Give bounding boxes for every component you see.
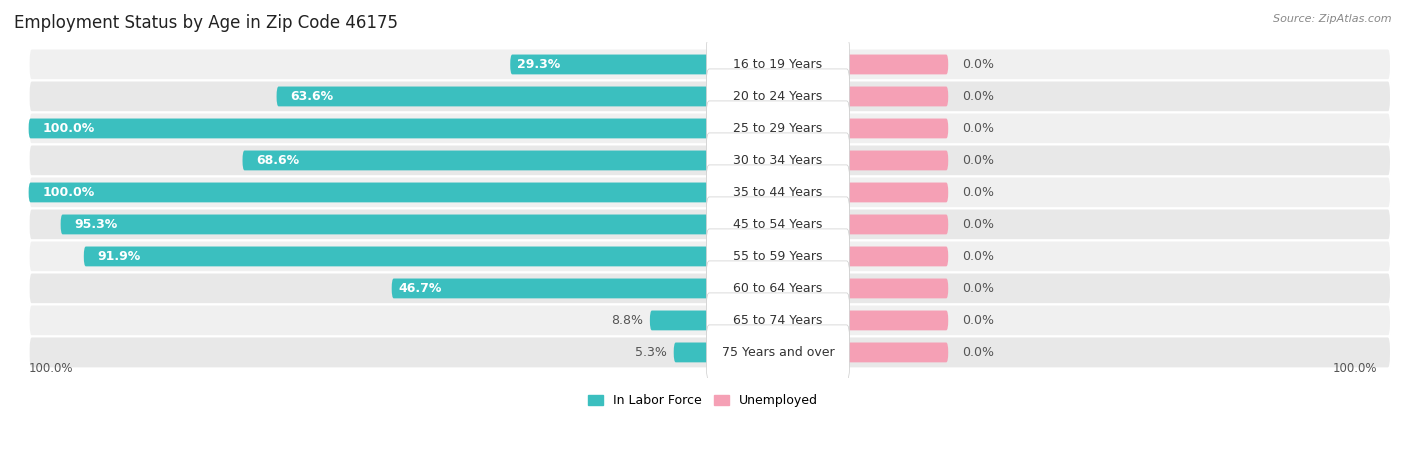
Text: 25 to 29 Years: 25 to 29 Years xyxy=(734,122,823,135)
Text: 0.0%: 0.0% xyxy=(962,58,994,71)
FancyBboxPatch shape xyxy=(28,183,710,202)
FancyBboxPatch shape xyxy=(242,151,710,170)
Text: Source: ZipAtlas.com: Source: ZipAtlas.com xyxy=(1274,14,1392,23)
FancyBboxPatch shape xyxy=(846,279,948,299)
Text: 65 to 74 Years: 65 to 74 Years xyxy=(734,314,823,327)
Text: 63.6%: 63.6% xyxy=(290,90,333,103)
FancyBboxPatch shape xyxy=(706,293,849,348)
FancyBboxPatch shape xyxy=(706,133,849,188)
FancyBboxPatch shape xyxy=(846,342,948,362)
Text: 46.7%: 46.7% xyxy=(398,282,441,295)
FancyBboxPatch shape xyxy=(706,261,849,316)
FancyBboxPatch shape xyxy=(706,69,849,124)
Text: 0.0%: 0.0% xyxy=(962,154,994,167)
Text: 55 to 59 Years: 55 to 59 Years xyxy=(733,250,823,263)
FancyBboxPatch shape xyxy=(392,279,710,299)
Text: 8.8%: 8.8% xyxy=(612,314,643,327)
Text: 95.3%: 95.3% xyxy=(75,218,118,231)
Text: 0.0%: 0.0% xyxy=(962,314,994,327)
Text: 91.9%: 91.9% xyxy=(97,250,141,263)
FancyBboxPatch shape xyxy=(510,55,710,74)
FancyBboxPatch shape xyxy=(673,342,710,362)
Text: 0.0%: 0.0% xyxy=(962,186,994,199)
Text: 0.0%: 0.0% xyxy=(962,250,994,263)
Text: 0.0%: 0.0% xyxy=(962,346,994,359)
FancyBboxPatch shape xyxy=(706,165,849,220)
FancyBboxPatch shape xyxy=(846,247,948,267)
FancyBboxPatch shape xyxy=(706,101,849,156)
Text: 60 to 64 Years: 60 to 64 Years xyxy=(734,282,823,295)
FancyBboxPatch shape xyxy=(28,240,1391,272)
FancyBboxPatch shape xyxy=(28,144,1391,176)
FancyBboxPatch shape xyxy=(706,229,849,284)
FancyBboxPatch shape xyxy=(28,112,1391,144)
FancyBboxPatch shape xyxy=(28,272,1391,304)
Text: 0.0%: 0.0% xyxy=(962,282,994,295)
FancyBboxPatch shape xyxy=(706,197,849,252)
FancyBboxPatch shape xyxy=(846,87,948,106)
FancyBboxPatch shape xyxy=(650,311,710,330)
FancyBboxPatch shape xyxy=(846,151,948,170)
FancyBboxPatch shape xyxy=(60,215,710,235)
FancyBboxPatch shape xyxy=(28,304,1391,336)
FancyBboxPatch shape xyxy=(846,311,948,330)
Text: 45 to 54 Years: 45 to 54 Years xyxy=(734,218,823,231)
FancyBboxPatch shape xyxy=(28,208,1391,240)
Text: 100.0%: 100.0% xyxy=(42,186,94,199)
Text: 29.3%: 29.3% xyxy=(517,58,560,71)
FancyBboxPatch shape xyxy=(846,119,948,138)
FancyBboxPatch shape xyxy=(28,176,1391,208)
FancyBboxPatch shape xyxy=(706,325,849,380)
FancyBboxPatch shape xyxy=(28,336,1391,368)
Text: 68.6%: 68.6% xyxy=(256,154,299,167)
FancyBboxPatch shape xyxy=(846,55,948,74)
FancyBboxPatch shape xyxy=(28,119,710,138)
Text: Employment Status by Age in Zip Code 46175: Employment Status by Age in Zip Code 461… xyxy=(14,14,398,32)
FancyBboxPatch shape xyxy=(28,48,1391,80)
Text: 100.0%: 100.0% xyxy=(28,363,73,376)
Text: 35 to 44 Years: 35 to 44 Years xyxy=(734,186,823,199)
Text: 0.0%: 0.0% xyxy=(962,218,994,231)
FancyBboxPatch shape xyxy=(277,87,710,106)
Text: 20 to 24 Years: 20 to 24 Years xyxy=(734,90,823,103)
FancyBboxPatch shape xyxy=(706,37,849,92)
Text: 75 Years and over: 75 Years and over xyxy=(721,346,834,359)
Legend: In Labor Force, Unemployed: In Labor Force, Unemployed xyxy=(583,389,823,412)
FancyBboxPatch shape xyxy=(84,247,710,267)
Text: 0.0%: 0.0% xyxy=(962,90,994,103)
Text: 5.3%: 5.3% xyxy=(636,346,666,359)
FancyBboxPatch shape xyxy=(846,183,948,202)
FancyBboxPatch shape xyxy=(846,215,948,235)
Text: 16 to 19 Years: 16 to 19 Years xyxy=(734,58,823,71)
Text: 100.0%: 100.0% xyxy=(1333,363,1378,376)
Text: 100.0%: 100.0% xyxy=(42,122,94,135)
Text: 0.0%: 0.0% xyxy=(962,122,994,135)
Text: 30 to 34 Years: 30 to 34 Years xyxy=(734,154,823,167)
FancyBboxPatch shape xyxy=(28,80,1391,112)
